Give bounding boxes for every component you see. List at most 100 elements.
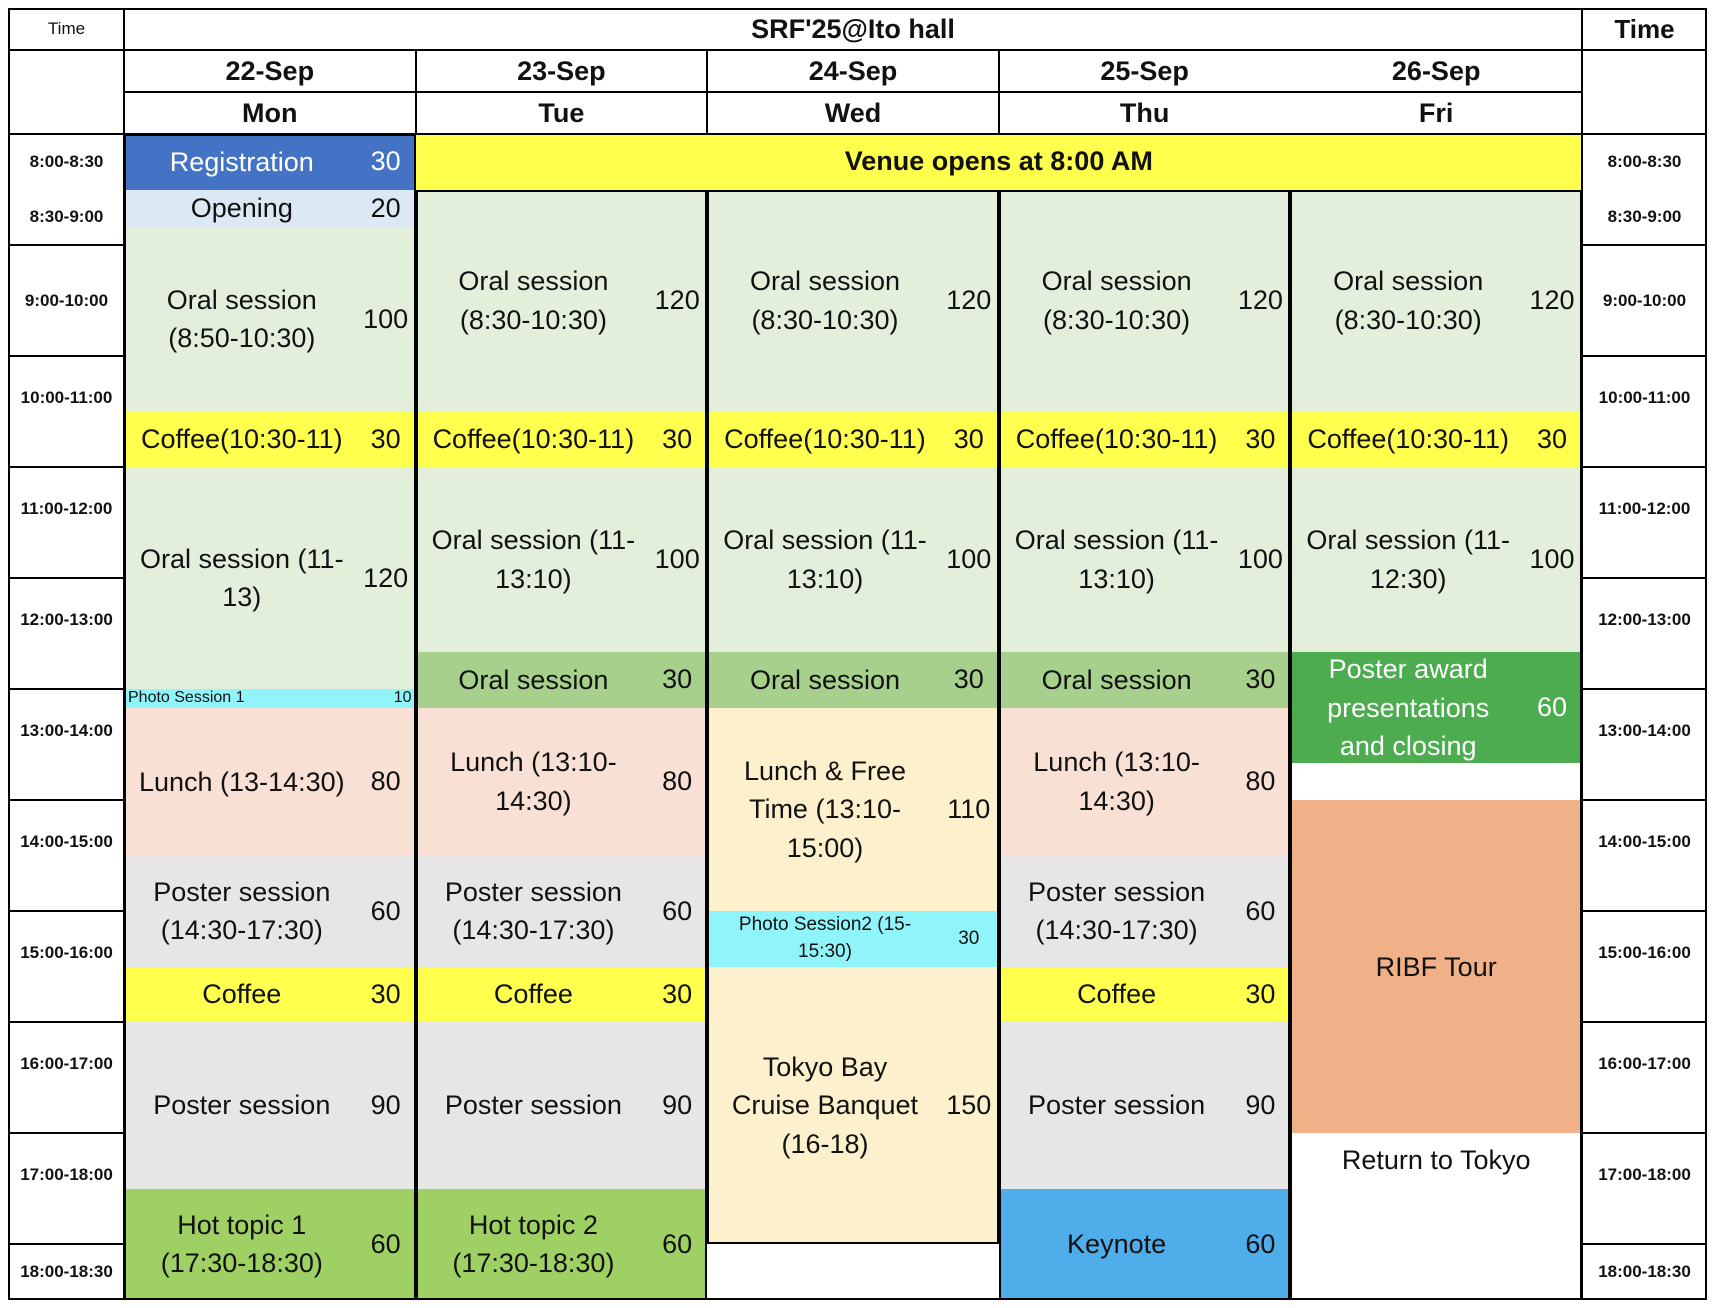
event-hot-topic-2[interactable]: Hot topic 2 (17:30-18:30) 60 <box>415 1188 708 1300</box>
event-duration: 80 <box>662 766 693 797</box>
event-label: Oral session (8:30-10:30) <box>749 266 901 335</box>
event-coffee[interactable]: Coffee 30 <box>124 966 416 1023</box>
grid-divider <box>997 50 1000 134</box>
event-oral-session-11[interactable]: Oral session (11- 13:10) 100 <box>707 467 999 653</box>
event-oral-session-11[interactable]: Oral session (11- 13:10) 100 <box>415 467 708 653</box>
time-slot-left: 9:00-10:00 <box>24 290 109 310</box>
day-weekday-thu: Thu <box>1119 97 1170 128</box>
time-slot-left: 17:00-18:00 <box>20 1164 113 1184</box>
grid-divider <box>8 49 1707 51</box>
event-lunch-13-10[interactable]: Lunch (13:10- 14:30) 80 <box>415 707 708 856</box>
event-oral-session-11[interactable]: Oral session (11- 12:30) 100 <box>1290 467 1582 653</box>
event-oral-session-11[interactable]: Oral session (11- 13:10) 100 <box>998 467 1291 653</box>
event-label: Poster session (14:30-17:30) <box>1028 876 1206 946</box>
event-poster-session[interactable]: Poster session 90 <box>415 1022 708 1189</box>
day-date-mon: 22-Sep <box>225 55 315 86</box>
day-weekday-fri: Fri <box>1418 97 1454 128</box>
event-label: Registration <box>169 146 314 177</box>
event-coffee[interactable]: Coffee 30 <box>998 966 1291 1023</box>
time-slot-left: 15:00-16:00 <box>20 942 113 962</box>
event-label: Oral session (11- 13) <box>140 543 344 613</box>
event-coffee-10-30-11[interactable]: Coffee(10:30-11) 30 <box>1290 411 1582 468</box>
event-duration: 80 <box>1245 766 1276 797</box>
event-label: Poster session <box>153 1090 331 1121</box>
event-coffee[interactable]: Coffee 30 <box>415 966 708 1023</box>
event-label: Oral session <box>1041 664 1192 695</box>
event-oral-session[interactable]: Oral session (8:30-10:30) 120 <box>998 189 1291 412</box>
event-label: Poster session (14:30-17:30) <box>153 876 331 946</box>
event-hot-topic-1[interactable]: Hot topic 1 (17:30-18:30) 60 <box>124 1188 416 1300</box>
event-poster-session[interactable]: Poster session 90 <box>998 1022 1291 1189</box>
event-lunch-13-10[interactable]: Lunch (13:10- 14:30) 80 <box>998 707 1291 856</box>
grid-divider <box>706 50 709 134</box>
time-slot-right: 18:00-18:30 <box>1598 1262 1691 1282</box>
event-lunch-free[interactable]: Lunch & Free Time (13:10- 15:00) 110 <box>707 707 999 912</box>
grid-divider <box>1582 244 1707 247</box>
event-label: Oral session (8:30-10:30) <box>458 266 609 335</box>
event-oral-session[interactable]: Oral session (8:50-10:30) 100 <box>124 226 416 412</box>
event-lunch-13-14-30[interactable]: Lunch (13-14:30) 80 <box>124 707 416 856</box>
event-duration: 30 <box>953 664 984 695</box>
grid-divider <box>8 1132 125 1135</box>
event-tokyo-bay[interactable]: Tokyo Bay Cruise Banquet (16-18) 150 <box>707 966 999 1245</box>
event-label: Hot topic 2 (17:30-18:30) <box>452 1210 615 1279</box>
event-label: Lunch (13:10- 14:30) <box>450 747 617 816</box>
event-duration: 120 <box>654 285 700 316</box>
event-photo-session-1[interactable]: Photo Session 1 10 <box>124 689 416 708</box>
event-ribf-tour[interactable]: RIBF Tour <box>1290 800 1582 1134</box>
event-label: Oral session <box>749 664 901 695</box>
page-title: SRF'25@Ito hall <box>751 13 955 44</box>
day-date-fri: 26-Sep <box>1391 55 1481 86</box>
event-return-to-tokyo[interactable]: Return to Tokyo <box>1290 1133 1582 1300</box>
event-oral-session[interactable]: Oral session (8:30-10:30) 120 <box>415 189 708 412</box>
event-label: Oral session (11- 13:10) <box>723 525 927 594</box>
event-coffee-10-30-11[interactable]: Coffee(10:30-11) 30 <box>415 411 708 468</box>
day-weekday-tue: Tue <box>538 97 585 128</box>
event-label: RIBF Tour <box>1375 951 1497 982</box>
day-weekday-wed: Wed <box>824 97 882 128</box>
event-coffee-10-30-11[interactable]: Coffee(10:30-11) 30 <box>707 411 999 468</box>
event-opening[interactable]: Opening 20 <box>124 189 416 227</box>
grid-divider <box>123 8 125 1300</box>
event-duration: 100 <box>1529 544 1575 575</box>
time-slot-left: 10:00-11:00 <box>20 387 113 407</box>
event-duration: 90 <box>662 1090 693 1121</box>
event-keynote[interactable]: Keynote 60 <box>998 1188 1291 1300</box>
event-coffee-10-30-11[interactable]: Coffee(10:30-11) 30 <box>124 411 416 468</box>
event-oral-session-11[interactable]: Oral session (11- 13) 120 <box>124 467 416 690</box>
event-photo-session2-15[interactable]: Photo Session2 (15- 15:30) 30 <box>707 911 999 967</box>
event-oral-session[interactable]: Oral session 30 <box>998 652 1291 708</box>
grid-divider <box>414 50 417 134</box>
event-label: Tokyo Bay Cruise Banquet (16-18) <box>731 1052 919 1159</box>
event-coffee-10-30-11[interactable]: Coffee(10:30-11) 30 <box>998 411 1291 468</box>
day-weekday-mon: Mon <box>242 97 298 128</box>
event-poster-session[interactable]: Poster session (14:30-17:30) 60 <box>124 855 416 967</box>
grid-divider <box>8 466 125 469</box>
time-slot-right: 9:00-10:00 <box>1602 290 1687 310</box>
grid-divider <box>1582 1243 1707 1246</box>
grid-divider <box>1582 688 1707 691</box>
time-slot-right: 10:00-11:00 <box>1598 387 1691 407</box>
event-oral-session[interactable]: Oral session 30 <box>707 652 999 708</box>
event-duration: 20 <box>370 192 401 223</box>
event-label: Poster award presentations and closing <box>1327 654 1490 761</box>
event-duration: 10 <box>393 689 412 707</box>
event-label: Oral session (11- 13:10) <box>431 525 636 594</box>
event-oral-session[interactable]: Oral session (8:30-10:30) 120 <box>1290 189 1582 412</box>
time-slot-right: 15:00-16:00 <box>1598 942 1691 962</box>
event-label: Keynote <box>1067 1229 1167 1260</box>
grid-divider <box>1582 910 1707 913</box>
event-poster-session[interactable]: Poster session 90 <box>124 1022 416 1189</box>
event-registration[interactable]: Registration 30 <box>124 134 416 190</box>
event-duration: 30 <box>1245 664 1276 695</box>
event-poster-award[interactable]: Poster award presentations and closing 60 <box>1290 652 1582 764</box>
event-label: Return to Tokyo <box>1341 1145 1531 1176</box>
event-poster-session[interactable]: Poster session (14:30-17:30) 60 <box>998 855 1291 967</box>
event-oral-session[interactable]: Oral session (8:30-10:30) 120 <box>707 189 999 412</box>
event-duration: 120 <box>1237 285 1283 316</box>
event-poster-session[interactable]: Poster session (14:30-17:30) 60 <box>415 855 708 967</box>
time-slot-left: 14:00-15:00 <box>20 831 113 851</box>
event-oral-session[interactable]: Oral session 30 <box>415 652 708 708</box>
venue-banner: Venue opens at 8:00 AM <box>415 134 1582 190</box>
